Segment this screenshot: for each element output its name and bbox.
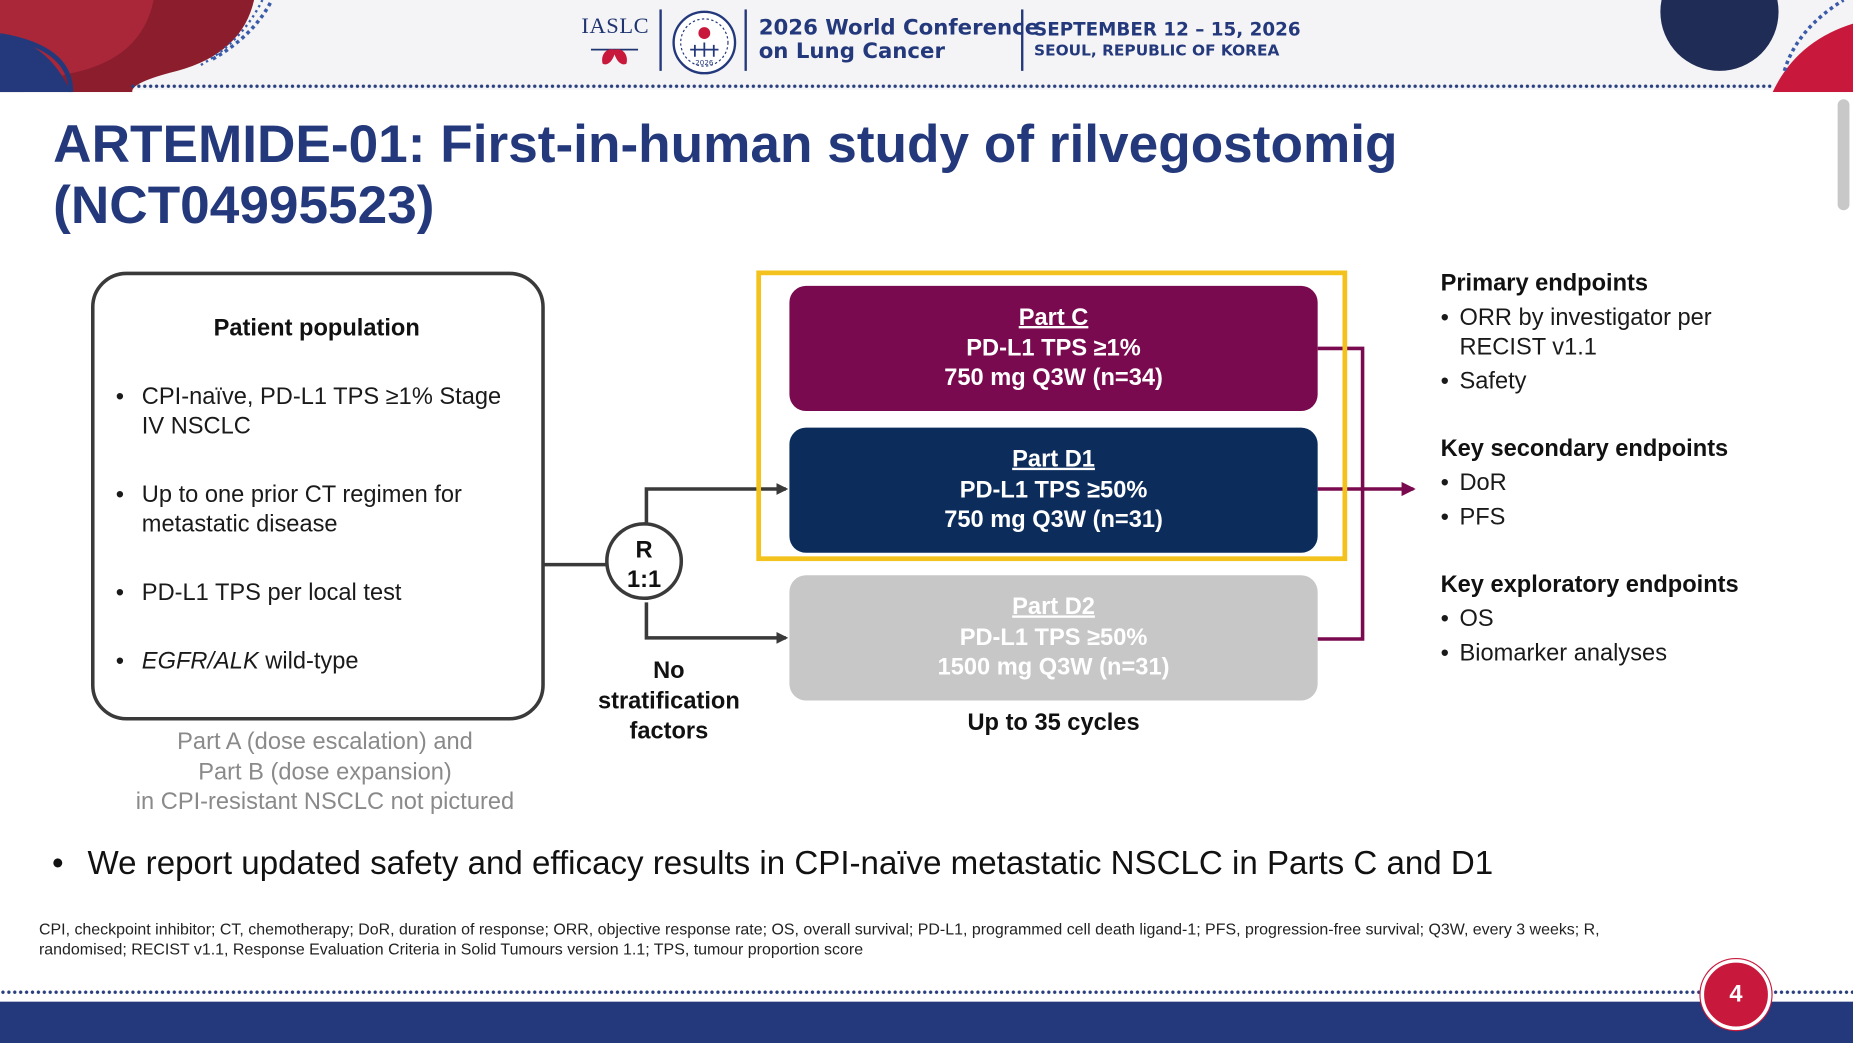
bullet-dot: •	[51, 844, 64, 882]
bullet-dot: •	[115, 648, 125, 675]
summary-text: We report updated safety and efficacy re…	[87, 844, 1494, 882]
note-line2: Part B (dose expansion)	[198, 758, 452, 785]
endpoint-item: • OS	[1440, 605, 1494, 635]
stratification-note: No stratification factors	[586, 657, 751, 747]
header-divider	[659, 9, 662, 71]
endpoint-text: PFS	[1459, 504, 1506, 531]
bullet-dot: •	[1440, 504, 1449, 531]
strat-line1: No	[653, 657, 685, 684]
footer-dotted-rule	[0, 987, 1702, 997]
arm-part-c: Part C PD-L1 TPS ≥1% 750 mg Q3W (n=34)	[789, 285, 1318, 412]
strat-line3: factors	[629, 718, 709, 745]
conference-name: 2026 World Conference on Lung Cancer	[758, 15, 1040, 64]
bullet-text: PD-L1 TPS per local test	[141, 579, 402, 606]
bullet-text: EGFR/ALK wild-type	[142, 647, 520, 677]
gene-names: EGFR/ALK	[141, 648, 259, 675]
header-divider	[744, 9, 747, 71]
arm-dose: 750 mg Q3W (n=34)	[944, 364, 1163, 391]
conference-line1: 2026 World Conference	[758, 15, 1040, 41]
bullet-dot: •	[1440, 304, 1449, 331]
bullet-dot: •	[115, 579, 125, 606]
arm-name: Part D2	[1012, 594, 1095, 621]
bullet-text: Up to one prior CT regimen for metastati…	[141, 481, 462, 538]
emblem-year: 2026	[695, 58, 714, 67]
city-art-left	[0, 0, 274, 93]
randomisation-node: R 1:1	[605, 522, 684, 601]
conference-emblem-icon: 2026	[672, 10, 737, 75]
bullet-dot: •	[1440, 368, 1449, 395]
endpoint-item: • PFS	[1440, 503, 1506, 533]
arm-part-d2: Part D2 PD-L1 TPS ≥50% 1500 mg Q3W (n=31…	[789, 575, 1318, 701]
lung-icon	[590, 48, 639, 65]
header-banner	[0, 0, 1853, 90]
footer-bar	[0, 1001, 1853, 1043]
endpoint-text: OS	[1459, 605, 1494, 632]
abbreviations-footnote: CPI, checkpoint inhibitor; CT, chemother…	[38, 920, 1600, 958]
bullet-dot: •	[1440, 640, 1449, 667]
endpoint-text: ORR by investigator per RECIST v1.1	[1459, 304, 1712, 361]
arms-bracket	[1317, 346, 1365, 641]
gene-suffix: wild-type	[258, 648, 359, 675]
bullet-dot: •	[1440, 470, 1449, 497]
strat-line2: stratification	[597, 688, 740, 715]
endpoint-item: • Safety	[1440, 367, 1527, 397]
treatment-duration: Up to 35 cycles	[967, 709, 1140, 736]
header-divider	[1021, 9, 1023, 71]
title-line1: ARTEMIDE-01: First-in-human study of ril…	[53, 113, 1398, 174]
title-line2: (NCT04995523)	[53, 174, 435, 236]
iaslc-logo-text: IASLC	[581, 14, 650, 39]
arm-population: PD-L1 TPS ≥50%	[959, 624, 1148, 651]
arm-dose: 750 mg Q3W (n=31)	[944, 506, 1163, 533]
page-number: 4	[1700, 959, 1772, 1031]
endpoint-item: • Biomarker analyses	[1440, 639, 1667, 669]
primary-endpoints-heading: Primary endpoints	[1440, 270, 1649, 297]
arm-name: Part D1	[1012, 446, 1095, 473]
endpoint-item: • ORR by investigator per RECIST v1.1	[1440, 304, 1712, 361]
endpoint-item: • DoR	[1440, 469, 1507, 499]
arm-part-d1: Part D1 PD-L1 TPS ≥50% 750 mg Q3W (n=31)	[789, 427, 1318, 553]
conference-dates: SEPTEMBER 12 – 15, 2026	[1034, 18, 1301, 41]
arrow-to-part-d2	[644, 602, 789, 644]
bullet-dot: •	[115, 481, 125, 508]
parts-ab-note: Part A (dose escalation) and Part B (dos…	[95, 728, 556, 818]
endpoint-text: Safety	[1459, 368, 1527, 395]
note-line3: in CPI-resistant NSCLC not pictured	[135, 789, 515, 816]
exploratory-endpoints-heading: Key exploratory endpoints	[1440, 571, 1739, 598]
note-line1: Part A (dose escalation) and	[177, 728, 473, 755]
scrollbar-thumb[interactable]	[1837, 99, 1850, 211]
population-heading: Patient population	[213, 315, 420, 342]
city-art-right	[1660, 0, 1853, 93]
randomisation-label: R	[635, 537, 653, 564]
footer-dotted-rule	[1772, 987, 1853, 997]
bullet-dot: •	[115, 383, 125, 410]
arm-population: PD-L1 TPS ≥1%	[966, 334, 1141, 361]
arm-population: PD-L1 TPS ≥50%	[959, 476, 1148, 503]
endpoint-text: DoR	[1459, 470, 1507, 497]
arm-dose: 1500 mg Q3W (n=31)	[937, 654, 1170, 681]
bullet-dot: •	[1440, 605, 1449, 632]
conference-location: SEOUL, REPUBLIC OF KOREA	[1034, 42, 1280, 61]
slide-title: ARTEMIDE-01: First-in-human study of ril…	[53, 113, 1755, 236]
parts-c-d1-highlight-frame	[756, 270, 1348, 562]
secondary-endpoints-heading: Key secondary endpoints	[1440, 435, 1729, 462]
header-dotted-rule	[129, 82, 1773, 90]
arm-name: Part C	[1018, 304, 1089, 331]
arrow-to-part-d1	[644, 483, 789, 524]
summary-bullet: • We report updated safety and efficacy …	[51, 844, 1493, 883]
conference-line2: on Lung Cancer	[758, 38, 945, 64]
bullet-text: CPI-naïve, PD-L1 TPS ≥1% Stage IV NSCLC	[141, 383, 502, 440]
population-box	[90, 271, 545, 721]
randomisation-ratio: 1:1	[626, 566, 662, 593]
endpoint-text: Biomarker analyses	[1459, 640, 1668, 667]
